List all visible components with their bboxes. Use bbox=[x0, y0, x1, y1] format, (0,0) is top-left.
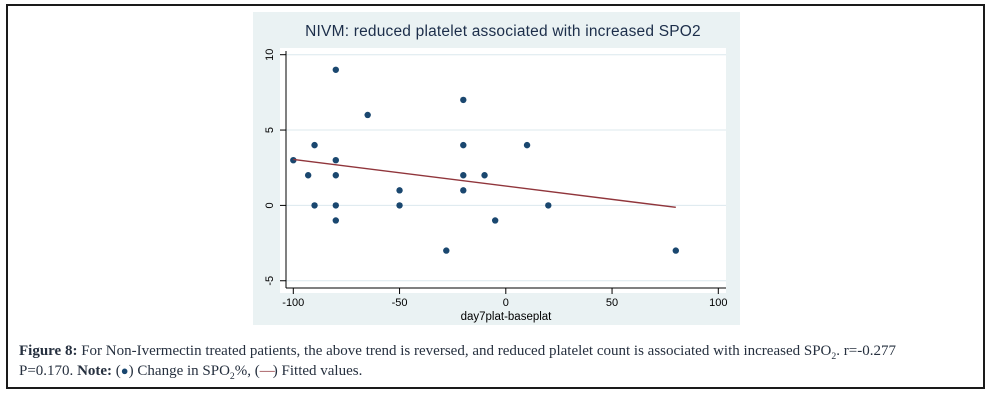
fitted-line bbox=[293, 158, 676, 209]
data-point bbox=[332, 156, 339, 164]
caption-text: %, ( bbox=[234, 363, 260, 379]
data-point bbox=[304, 172, 312, 179]
data-point bbox=[460, 96, 467, 104]
caption-line-1: Figure 8: For Non-Ivermectin treated pat… bbox=[19, 342, 981, 361]
data-point bbox=[311, 202, 318, 209]
data-point bbox=[460, 172, 467, 179]
data-point bbox=[491, 217, 499, 224]
data-point bbox=[332, 66, 339, 73]
plot-area bbox=[280, 48, 726, 293]
data-point bbox=[332, 217, 339, 224]
caption-line-2: P=0.170. Note: (●) Change in SPO2%, (—) … bbox=[19, 361, 981, 381]
figure-caption: Figure 8: For Non-Ivermectin treated pat… bbox=[19, 342, 981, 381]
figure-label: Figure 8: bbox=[19, 343, 78, 359]
data-point bbox=[523, 141, 531, 149]
scatter-chart: NIVM: reduced platelet associated with i… bbox=[253, 12, 740, 325]
data-point bbox=[332, 172, 339, 179]
data-point bbox=[460, 141, 467, 149]
caption-text: . r=-0.277 bbox=[836, 343, 896, 359]
data-point bbox=[481, 172, 488, 179]
caption-text: ) Change in SPO bbox=[128, 363, 230, 379]
x-axis-title: day7plat-baseplat bbox=[461, 311, 553, 323]
data-point bbox=[290, 156, 297, 164]
fitted-line-glyph: — bbox=[259, 363, 275, 379]
data-point bbox=[545, 202, 552, 209]
x-tick-label: 50 bbox=[606, 297, 618, 309]
data-point bbox=[443, 247, 450, 254]
data-point bbox=[311, 141, 318, 149]
caption-text: P=0.170. bbox=[19, 363, 74, 379]
data-point bbox=[672, 247, 679, 254]
caption-text: ) Fitted values. bbox=[272, 363, 363, 379]
data-point bbox=[396, 187, 403, 194]
x-tick-label: 0 bbox=[503, 297, 509, 309]
x-tick-label: -50 bbox=[392, 297, 408, 309]
data-point bbox=[364, 111, 371, 119]
y-tick-label: 0 bbox=[264, 202, 276, 208]
x-tick-label: -100 bbox=[282, 297, 304, 309]
caption-subscript: 2 bbox=[831, 351, 837, 362]
data-point bbox=[460, 187, 467, 194]
x-tick-label: 100 bbox=[709, 297, 727, 309]
y-tick-label: -5 bbox=[264, 276, 276, 286]
caption-text: ( bbox=[115, 363, 121, 379]
data-point bbox=[396, 202, 403, 209]
scatter-marker-glyph: ● bbox=[120, 363, 129, 378]
caption-text: For Non-Ivermectin treated patients, the… bbox=[81, 343, 832, 359]
y-tick-label: 10 bbox=[264, 49, 276, 61]
y-tick-label: 5 bbox=[264, 127, 276, 133]
data-point bbox=[332, 202, 339, 209]
note-label: Note: bbox=[77, 363, 113, 379]
chart-title: NIVM: reduced platelet associated with i… bbox=[305, 23, 701, 40]
caption-subscript: 2 bbox=[229, 371, 235, 382]
